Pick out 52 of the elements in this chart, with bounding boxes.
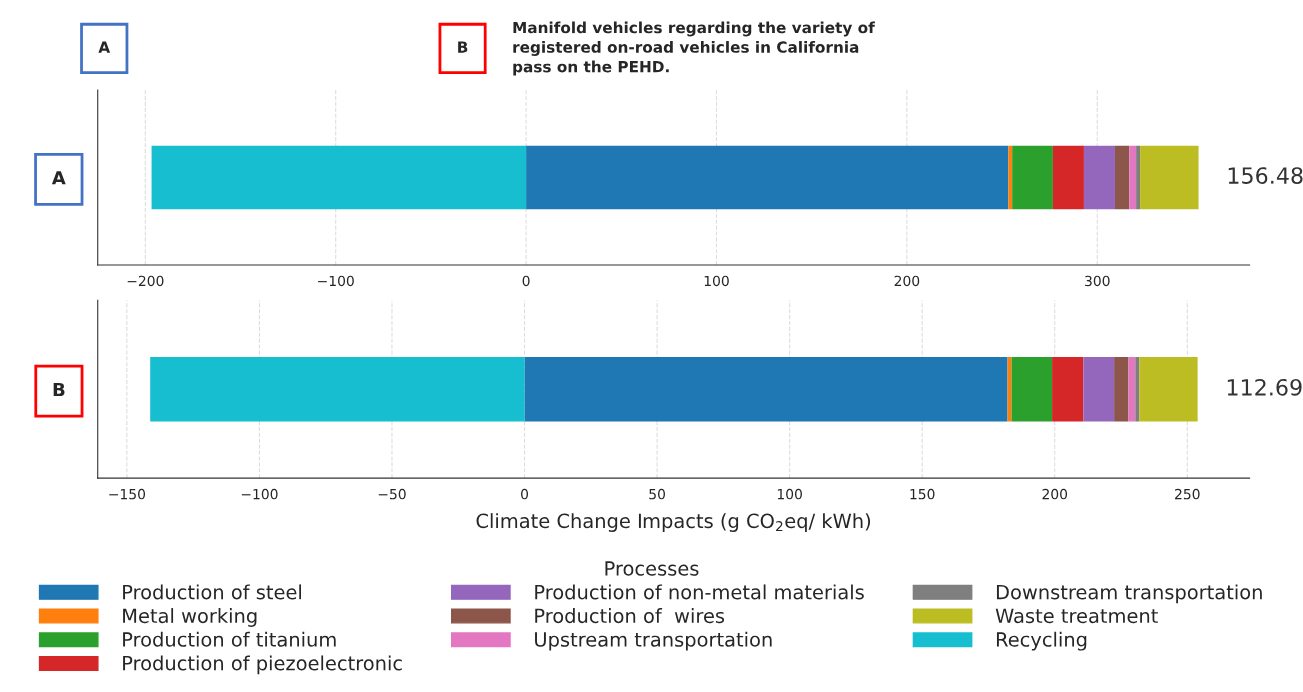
x-tick-label: 200 — [1042, 488, 1068, 500]
x-tick-label: −50 — [378, 488, 406, 500]
legend-label: Production of steel — [123, 584, 302, 600]
x-tick-label: −150 — [109, 488, 146, 500]
bar — [1114, 145, 1130, 210]
x-tick-label: −200 — [127, 275, 164, 287]
bar — [1052, 145, 1084, 210]
legend-label: Waste treatment — [995, 608, 1158, 624]
x-tick-label: 250 — [1175, 488, 1200, 500]
bar — [1114, 356, 1129, 422]
legend-label: Recycling — [996, 631, 1087, 651]
bar — [1136, 145, 1141, 210]
x-tick-label: 0 — [522, 275, 530, 287]
bar — [1007, 356, 1012, 422]
bar — [150, 356, 525, 422]
total-label: 112.69 — [1227, 378, 1302, 396]
bar — [151, 145, 527, 210]
bar — [1135, 356, 1140, 422]
total-label: 156.48 — [1228, 167, 1303, 184]
legend-label: Downstream transportation — [996, 584, 1262, 604]
legend-title: Processes — [605, 561, 699, 576]
legend-label: Production of titanium — [123, 631, 336, 647]
text: A — [98, 41, 111, 53]
legend-label: Upstream transportation — [535, 631, 772, 651]
x-tick-label: 50 — [649, 488, 665, 500]
bar — [524, 356, 1008, 422]
bar — [1011, 356, 1053, 422]
bar — [1052, 356, 1084, 422]
x-tick-label: −100 — [241, 488, 278, 500]
x-tick-label: −100 — [318, 275, 354, 287]
x-tick-label: 100 — [704, 275, 729, 287]
bar — [1140, 145, 1199, 210]
legend-label: Production of piezoelectronic — [123, 655, 402, 675]
bar — [1083, 145, 1115, 210]
legend-label: Metal working — [123, 608, 257, 627]
bar — [1128, 356, 1136, 422]
bar — [1139, 356, 1198, 422]
text: B — [458, 41, 468, 53]
x-tick-label: 300 — [1085, 275, 1110, 287]
bar — [1008, 145, 1013, 210]
x-tick-label: 100 — [777, 488, 802, 500]
bar — [526, 145, 1009, 210]
bar — [1083, 356, 1115, 422]
legend-label: Production of non-metal materials — [535, 584, 864, 600]
bar — [1012, 145, 1053, 210]
x-tick-label: 0 — [521, 488, 529, 500]
x-axis-title: Climate Change Impacts (g CO$_{2}$eq/ kWh) — [476, 513, 871, 532]
bar — [1129, 145, 1137, 210]
x-tick-label: 150 — [910, 488, 935, 500]
text: Manifold vehicles regarding the variety of registered on-road vehicles in California pass on the PEHD. — [513, 21, 875, 76]
x-tick-label: 200 — [894, 275, 920, 287]
legend-label: Production of wires — [535, 608, 725, 624]
